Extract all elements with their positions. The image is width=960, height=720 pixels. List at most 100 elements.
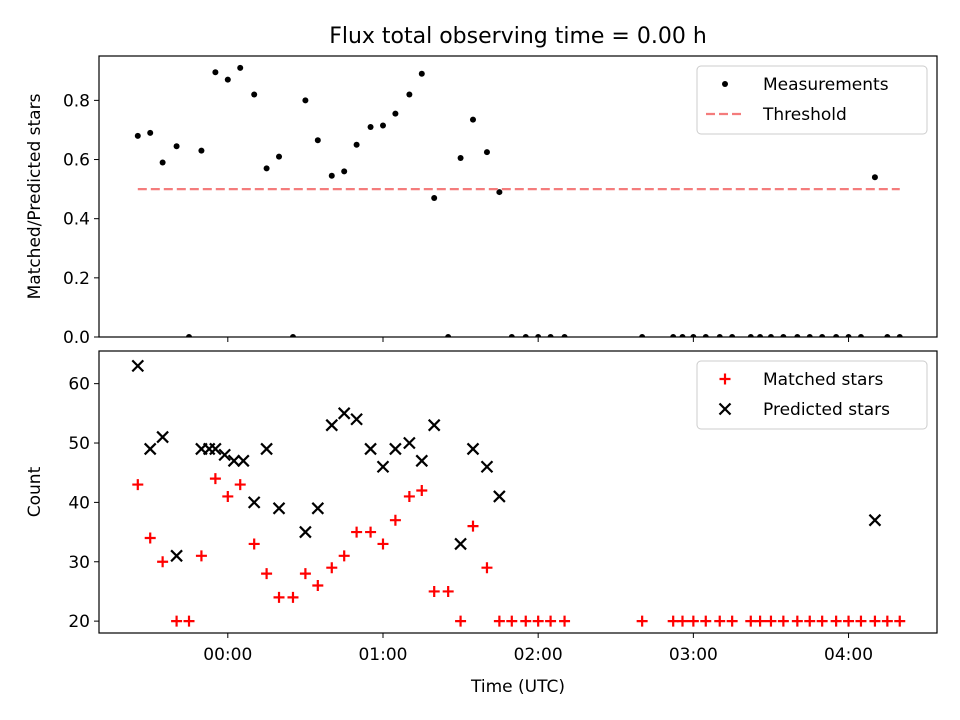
measurements-point: [871, 174, 878, 181]
matched-stars-point: [248, 538, 260, 550]
predicted-stars-point: [337, 407, 351, 420]
plot-frame: [98, 350, 938, 634]
predicted-stars-point: [227, 454, 241, 468]
matched-stars-point: [667, 615, 679, 627]
measurements-point: [845, 334, 852, 337]
predicted-stars-point: [299, 525, 312, 539]
chart-title: Flux total observing time = 0.00 h: [329, 24, 707, 49]
matched-stars-point: [222, 490, 234, 502]
matched-stars-point: [745, 615, 757, 627]
measurements-point: [159, 159, 166, 166]
matched-stars-point: [726, 615, 738, 627]
measurements-point: [224, 76, 231, 83]
measurements-point: [767, 334, 774, 337]
measurements-point: [392, 110, 399, 117]
predicted-stars-point: [454, 537, 467, 551]
matched-stars-point: [261, 568, 273, 580]
legend-label: Threshold: [762, 105, 847, 125]
count-panel: 20 30 40 50 60 00:00 01:00 02:00 03:00 04:00 Count…: [25, 350, 938, 697]
predicted-stars-point: [427, 418, 441, 432]
matched-stars-point: [493, 615, 505, 627]
matched-stars-point: [389, 514, 401, 526]
matched-stars-point: [830, 615, 842, 627]
matched-stars-point: [791, 615, 803, 627]
measurements-point: [757, 334, 764, 337]
matched-stars-point: [403, 490, 415, 502]
matched-stars-point: [520, 615, 532, 627]
measurements-point: [729, 334, 736, 337]
measurements-point: [794, 334, 801, 337]
predicted-stars-point: [480, 460, 494, 474]
matched-stars-point: [714, 615, 726, 627]
measurements-point: [496, 189, 503, 196]
measurements-point: [670, 334, 677, 337]
y-axis-label: Count: [25, 466, 45, 517]
legend-swatch: [718, 402, 732, 416]
measurements-point: [212, 69, 219, 76]
measurements-point: [147, 129, 154, 136]
predicted-stars-point: [311, 502, 325, 515]
measurements-point: [276, 153, 283, 160]
matched-stars-point: [881, 615, 893, 627]
matched-stars-point: [559, 615, 571, 627]
measurements-point: [522, 334, 529, 337]
ratio-panel: 0.0 0.2 0.4 0.6 0.8 Matched/Predicted stars Me…: [25, 55, 938, 348]
measurements-point: [341, 168, 348, 175]
matched-stars-point: [195, 550, 207, 562]
measurements-point: [314, 137, 321, 144]
measurements-point: [445, 334, 452, 337]
matched-stars-point: [687, 615, 699, 627]
matched-stars-point: [843, 615, 855, 627]
legend-label: Matched stars: [763, 370, 883, 390]
measurements-point: [547, 334, 554, 337]
plot-frame: [98, 55, 938, 338]
matched-stars-point: [183, 615, 195, 627]
x-tick-label: 04:00: [824, 645, 873, 665]
measurements-point: [884, 334, 891, 337]
x-tick-label: 00:00: [203, 645, 252, 665]
y-tick-label: 0.2: [63, 269, 90, 289]
measurements-point: [819, 334, 826, 337]
matched-stars-point: [532, 615, 544, 627]
legend-box: [696, 65, 928, 135]
matched-stars-point: [416, 485, 428, 497]
predicted-stars-point: [389, 442, 402, 456]
predicted-stars-point: [170, 549, 183, 563]
measurements-point: [469, 116, 476, 123]
matched-stars-point: [144, 532, 156, 544]
matched-stars-point: [869, 615, 881, 627]
matched-stars-point: [855, 615, 867, 627]
predicted-stars-point: [247, 496, 261, 509]
legend: Matched stars Predicted stars: [696, 360, 928, 430]
matched-stars-point: [132, 479, 144, 491]
measurements-point: [406, 91, 413, 98]
predicted-stars-point: [493, 490, 506, 503]
matched-stars-point: [287, 591, 299, 603]
measurements-point: [237, 64, 244, 71]
matched-stars-point: [777, 615, 789, 627]
matched-stars-point: [676, 615, 688, 627]
measurements-point: [134, 132, 141, 139]
y-axis-label: Matched/Predicted stars: [25, 93, 45, 299]
predicted-stars-point: [156, 430, 169, 444]
measurements-point: [263, 165, 270, 172]
measurements-point: [251, 91, 258, 98]
measurements-point: [379, 122, 386, 129]
predicted-stars-point: [325, 418, 339, 432]
legend-swatch: [722, 81, 728, 87]
matched-stars-point: [894, 615, 906, 627]
measurements-point: [896, 334, 903, 337]
legend-label: Predicted stars: [763, 400, 890, 420]
y-tick-label: 60: [68, 375, 90, 395]
y-tick-label: 0.4: [63, 210, 90, 230]
matched-stars-point: [273, 591, 285, 603]
measurements-point: [639, 334, 646, 337]
y-tick-label: 20: [68, 612, 90, 632]
predicted-stars-point: [403, 436, 416, 450]
y-tick-label: 30: [68, 553, 90, 573]
measurements-point: [679, 334, 686, 337]
measurements-point: [302, 97, 309, 104]
legend-swatch: [719, 373, 731, 385]
measurements-point: [716, 334, 723, 337]
